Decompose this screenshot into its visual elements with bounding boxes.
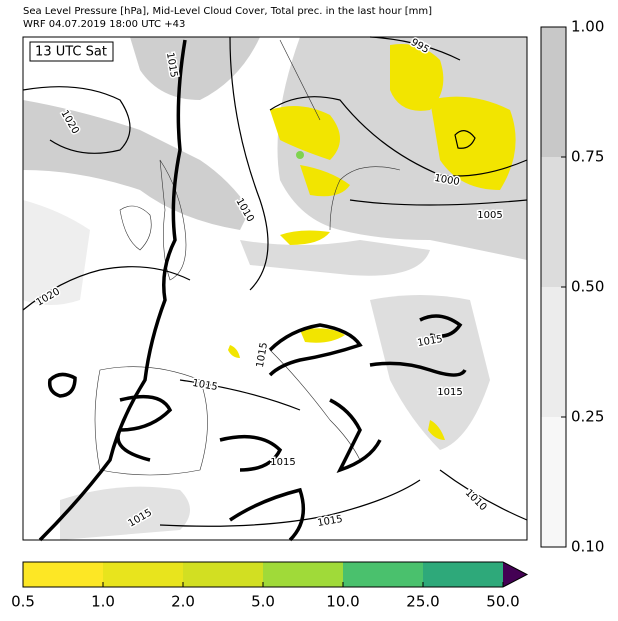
coastlines bbox=[94, 39, 401, 476]
cloud-colorbar: 0.10 0.25 0.50 0.75 1.00 bbox=[540, 18, 604, 556]
cloud-areas bbox=[23, 37, 527, 540]
tick-label: 0.5 bbox=[11, 593, 35, 611]
isobar-1015 bbox=[38, 39, 467, 542]
tick-label: 50.0 bbox=[486, 593, 519, 611]
tick-label: 25.0 bbox=[406, 593, 439, 611]
precip-colorbar: 0.5 1.0 2.0 5.0 10.0 25.0 50.0 bbox=[11, 561, 529, 611]
colorbar-segment bbox=[263, 562, 343, 587]
colorbar-segment bbox=[541, 417, 566, 547]
contour-label: 1005 bbox=[477, 210, 502, 221]
colorbar-segment bbox=[343, 562, 423, 587]
time-box bbox=[29, 41, 114, 62]
tick-label: 1.00 bbox=[571, 18, 604, 36]
tick-label: 10.0 bbox=[326, 593, 359, 611]
colorbar-segment bbox=[541, 287, 566, 417]
contour-label: 1015 bbox=[437, 387, 462, 398]
title-line: Sea Level Pressure [hPa], Mid-Level Clou… bbox=[23, 6, 432, 17]
map: 13 UTC Sat 99510151020101010001005102010… bbox=[22, 35, 528, 542]
colorbar-segment bbox=[23, 562, 103, 587]
colorbar-segment bbox=[541, 157, 566, 287]
title-line: WRF 04.07.2019 18:00 UTC +43 bbox=[23, 19, 185, 30]
tick-label: 0.50 bbox=[571, 278, 604, 296]
tick-label: 0.10 bbox=[571, 538, 604, 556]
colorbar-segment bbox=[423, 562, 503, 587]
tick-label: 0.75 bbox=[571, 148, 604, 166]
map-frame bbox=[22, 36, 528, 541]
precip-areas bbox=[228, 44, 516, 440]
colorbar-segment bbox=[103, 562, 183, 587]
tick-label: 1.0 bbox=[91, 593, 115, 611]
colorbar-segment bbox=[183, 562, 263, 587]
contour-label: 1015 bbox=[270, 457, 295, 468]
tick-label: 0.25 bbox=[571, 408, 604, 426]
tick-label: 2.0 bbox=[171, 593, 195, 611]
time-label: 13 UTC Sat bbox=[35, 45, 107, 60]
contour-label: 1000 bbox=[433, 173, 460, 188]
tick-label: 5.0 bbox=[251, 593, 275, 611]
colorbar-extend bbox=[503, 562, 527, 587]
colorbar-segment bbox=[541, 27, 566, 157]
contour-label: 1015 bbox=[164, 52, 179, 79]
